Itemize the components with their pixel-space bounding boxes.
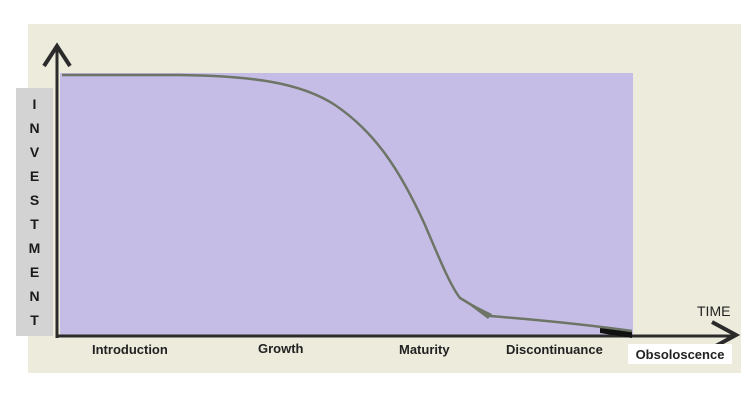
plot-area <box>60 73 633 336</box>
y-axis-letter: N <box>29 288 40 304</box>
y-axis-letter: T <box>30 312 39 328</box>
y-axis-letter: V <box>29 144 40 160</box>
stage-obsolescence: Obsoloscence <box>628 344 732 364</box>
y-axis-letter: M <box>28 240 41 256</box>
x-axis-arrowhead <box>711 320 741 350</box>
y-axis-letter: I <box>32 96 37 112</box>
stage-discontinuance: Discontinuance <box>506 342 603 357</box>
x-axis-label: TIME <box>697 303 731 319</box>
stage-growth: Growth <box>258 341 304 356</box>
y-axis-letter: T <box>30 216 39 232</box>
y-axis-letter: N <box>29 120 40 136</box>
y-axis-letter: E <box>29 264 40 280</box>
y-axis-arrowhead <box>42 42 72 68</box>
y-axis-letter: E <box>29 168 40 184</box>
curve-kink <box>460 298 492 319</box>
y-axis-label: I N V E S T M E N T <box>16 88 53 336</box>
investment-curve <box>62 73 633 333</box>
stage-introduction: Introduction <box>92 342 168 357</box>
y-axis-letter: S <box>29 192 40 208</box>
stage-maturity: Maturity <box>399 342 450 357</box>
